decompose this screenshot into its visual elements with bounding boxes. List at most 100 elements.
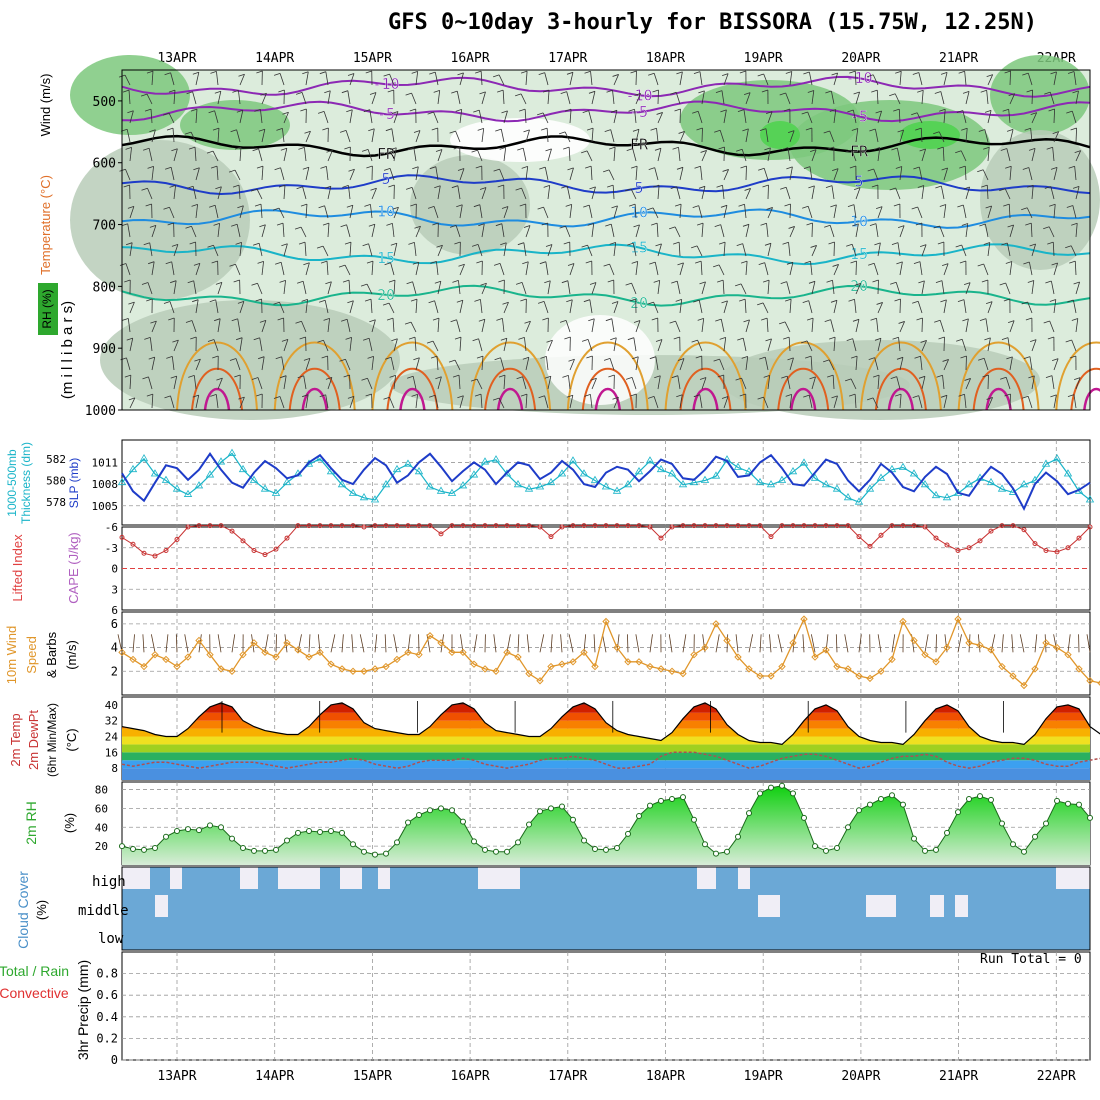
wind-10m-barb [1034,634,1038,653]
wind-barb [1053,131,1060,143]
wind-10m-barb [635,634,640,653]
wind-barb [1029,356,1033,371]
wind-barb [542,317,549,321]
wind-barb [473,204,480,208]
wind-barb [562,374,569,378]
wind-barb [788,226,795,229]
wind-barb [415,130,421,143]
wind-barb [679,71,683,86]
wind-barb [758,167,765,171]
wind-barb [525,129,530,143]
wind-barb [261,320,267,333]
wind-barb [251,282,258,286]
wind-barb [634,93,641,96]
wind-barb [126,337,133,341]
wind-barb [547,90,550,105]
wind-barb [942,147,945,162]
wind-10m-barb [769,634,772,653]
wind-barb [1028,261,1033,276]
wind-barb [781,375,788,379]
wind-barb [415,357,420,371]
wind-barb [826,279,833,283]
wind-barb [852,223,859,227]
wind-speed-marker [613,643,621,652]
thickness-marker [656,464,666,473]
wind-barb [281,243,288,247]
wind-barb [169,301,175,314]
wind-barb [647,396,655,399]
wind-barb [934,91,941,94]
thickness-marker [491,455,501,463]
wind-barb [721,300,728,304]
wind-barb [472,338,479,342]
wind-barb [459,300,464,314]
thickness-marker [403,459,413,467]
wind-barb [539,166,546,170]
wind-barb [1073,281,1080,285]
wind-barb [745,128,749,143]
wind-barb [349,109,353,124]
wind-barb [701,377,707,390]
lifted-index-marker [592,523,598,529]
wind-barb [894,393,902,397]
wind-barb [232,184,240,188]
wind-barb [742,128,749,132]
rh-axis-label: RH (%) [40,289,54,328]
rh-2m-marker [1043,820,1049,827]
wind-barb [963,299,967,314]
wind-barb [239,110,244,124]
thickness-marker [799,458,809,466]
wind-barb [723,73,729,86]
wind-barb [808,300,813,314]
wind-barb [415,71,419,86]
thickness-marker [744,467,754,475]
wind-barb [348,185,351,200]
wind-speed-marker [855,672,863,680]
wind-barb [238,185,241,200]
date-label-top: 16APR [451,51,490,66]
wind-barb [524,337,527,352]
wind-barb [481,223,485,238]
wind-barb [1008,109,1011,124]
wind-barb [261,93,267,105]
wind-barb [189,241,196,245]
rh-2m-marker [581,837,587,844]
wind-barb [213,222,220,226]
wind-barb [1075,318,1079,333]
wind-barb [280,262,285,276]
wind-barb [608,169,615,181]
rh-2m-marker [482,846,488,853]
wind-barb [877,338,882,352]
wind-barb [188,375,195,378]
wind-speed-marker [261,648,269,657]
wind-speed-marker [998,662,1006,671]
wind-barb [943,263,949,276]
lifted-index-marker [614,523,620,529]
rh-2m-marker [845,824,851,831]
wind-barb [478,110,483,124]
wind-barb [474,298,481,302]
wind-barb [698,185,706,189]
wind-barb [229,263,236,267]
wind-barb [459,72,464,86]
wind-barb [986,397,993,400]
wind-barb [1053,262,1058,276]
wind-barb [323,340,329,352]
wind-barb [876,318,879,333]
wind-barb [369,109,373,124]
thickness-marker [535,482,545,490]
wind-barb [721,396,729,399]
wind-barb [788,337,791,352]
wind-barb [854,299,857,314]
wind-barb [855,128,859,143]
wind-barb [251,377,259,380]
wind-barb [956,338,963,342]
wind-speed-marker [910,636,918,645]
lifted-index-marker [1043,548,1049,554]
rh-2m-marker [955,809,961,816]
wind-barb [569,204,573,219]
thickness-marker [579,469,589,477]
wind-barb [1051,358,1059,362]
wind-barb [720,319,725,333]
wind-barb [669,226,676,230]
